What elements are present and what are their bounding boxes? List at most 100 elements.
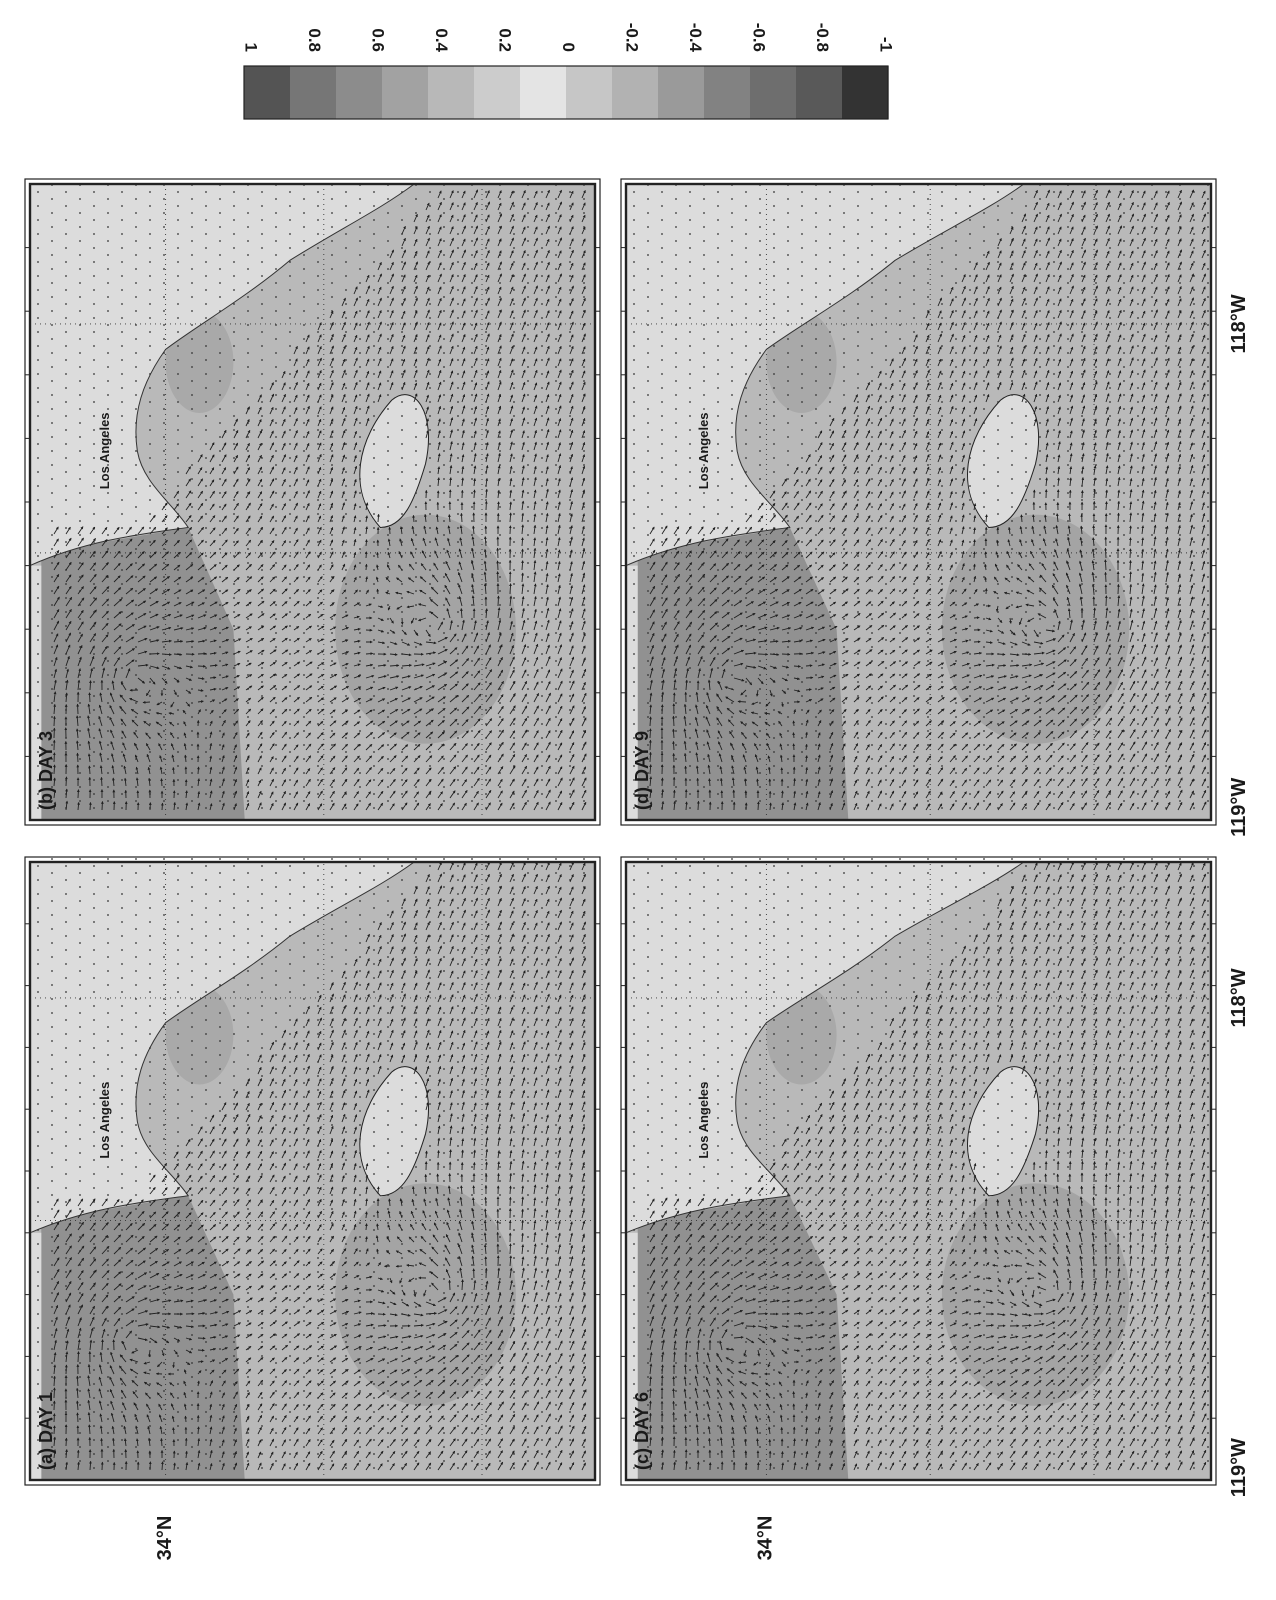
grid-dot <box>401 1131 403 1133</box>
grid-dot <box>121 415 123 417</box>
grid-dot <box>149 1383 151 1385</box>
grid-dot <box>373 963 375 965</box>
grid-dot <box>275 506 277 508</box>
grid-dot <box>275 1208 277 1210</box>
grid-dot <box>261 331 263 333</box>
grid-dot <box>527 1418 529 1420</box>
grid-dot <box>219 730 221 732</box>
grid-dot <box>429 1089 431 1091</box>
grid-dot <box>107 548 109 550</box>
grid-dot <box>345 1061 347 1063</box>
grid-dot <box>485 907 487 909</box>
grid-dot <box>177 625 179 627</box>
grid-dot <box>345 415 347 417</box>
grid-dot <box>205 331 207 333</box>
grid-dot <box>401 1075 403 1077</box>
grid-dot <box>275 1026 277 1028</box>
grid-dot <box>261 583 263 585</box>
grid-dot <box>485 793 487 795</box>
grid-dot <box>303 660 305 662</box>
grid-dot <box>107 702 109 704</box>
grid-dot <box>513 1397 515 1399</box>
grid-dot <box>275 212 277 214</box>
grid-dot <box>527 1208 529 1210</box>
grid-dot <box>415 1138 417 1140</box>
grid-dot <box>51 548 53 550</box>
grid-dot <box>177 387 179 389</box>
grid-dot <box>303 1236 305 1238</box>
grid-dot <box>583 928 585 930</box>
grid-dot <box>65 1075 67 1077</box>
grid-dot <box>107 942 109 944</box>
grid-dot <box>79 758 81 760</box>
grid-dot <box>65 541 67 543</box>
grid-dot <box>149 765 151 767</box>
grid-dot <box>65 1131 67 1133</box>
grid-dot <box>51 1320 53 1322</box>
grid-dot <box>163 212 165 214</box>
grid-dot <box>261 415 263 417</box>
grid-dot <box>247 1236 249 1238</box>
grid-dot <box>135 212 137 214</box>
grid-dot <box>163 1348 165 1350</box>
grid-dot <box>289 429 291 431</box>
grid-dot <box>275 1418 277 1420</box>
grid-dot <box>471 1390 473 1392</box>
grid-dot <box>317 667 319 669</box>
grid-dot <box>275 1110 277 1112</box>
grid-dot <box>457 289 459 291</box>
grid-dot <box>429 1033 431 1035</box>
grid-dot <box>401 1453 403 1455</box>
grid-dot <box>65 879 67 881</box>
grid-dot <box>499 942 501 944</box>
grid-dot <box>457 261 459 263</box>
grid-dot <box>37 977 39 979</box>
grid-dot <box>233 373 235 375</box>
grid-dot <box>135 240 137 242</box>
grid-dot <box>163 576 165 578</box>
grid-dot <box>359 380 361 382</box>
grid-dot <box>555 956 557 958</box>
grid-dot <box>107 730 109 732</box>
grid-dot <box>37 625 39 627</box>
grid-dot <box>275 928 277 930</box>
grid-dot <box>93 963 95 965</box>
grid-dot <box>527 1432 529 1434</box>
grid-dot <box>51 338 53 340</box>
grid-dot <box>205 233 207 235</box>
grid-dot <box>37 653 39 655</box>
grid-dot <box>51 928 53 930</box>
grid-dot <box>541 991 543 993</box>
grid-dot <box>303 1124 305 1126</box>
grid-dot <box>583 1180 585 1182</box>
grid-dot <box>93 471 95 473</box>
grid-dot <box>191 450 193 452</box>
grid-dot <box>303 254 305 256</box>
grid-dot <box>93 401 95 403</box>
grid-dot <box>191 1348 193 1350</box>
grid-dot <box>121 359 123 361</box>
grid-dot <box>275 772 277 774</box>
grid-dot <box>345 191 347 193</box>
grid-dot <box>247 1376 249 1378</box>
grid-dot <box>261 401 263 403</box>
grid-dot <box>107 956 109 958</box>
grid-dot <box>37 1313 39 1315</box>
colorbar-swatch <box>336 66 383 119</box>
grid-dot <box>135 296 137 298</box>
grid-dot <box>527 998 529 1000</box>
grid-dot <box>93 1467 95 1469</box>
grid-dot <box>233 233 235 235</box>
grid-dot <box>37 191 39 193</box>
grid-dot <box>415 646 417 648</box>
grid-dot <box>471 1306 473 1308</box>
grid-dot <box>569 1089 571 1091</box>
grid-dot <box>401 949 403 951</box>
grid-dot <box>191 352 193 354</box>
grid-dot <box>443 268 445 270</box>
grid-dot <box>233 1355 235 1357</box>
velocity-arrow <box>497 1172 500 1183</box>
grid-dot <box>219 1348 221 1350</box>
grid-dot <box>93 1439 95 1441</box>
grid-dot <box>387 1110 389 1112</box>
